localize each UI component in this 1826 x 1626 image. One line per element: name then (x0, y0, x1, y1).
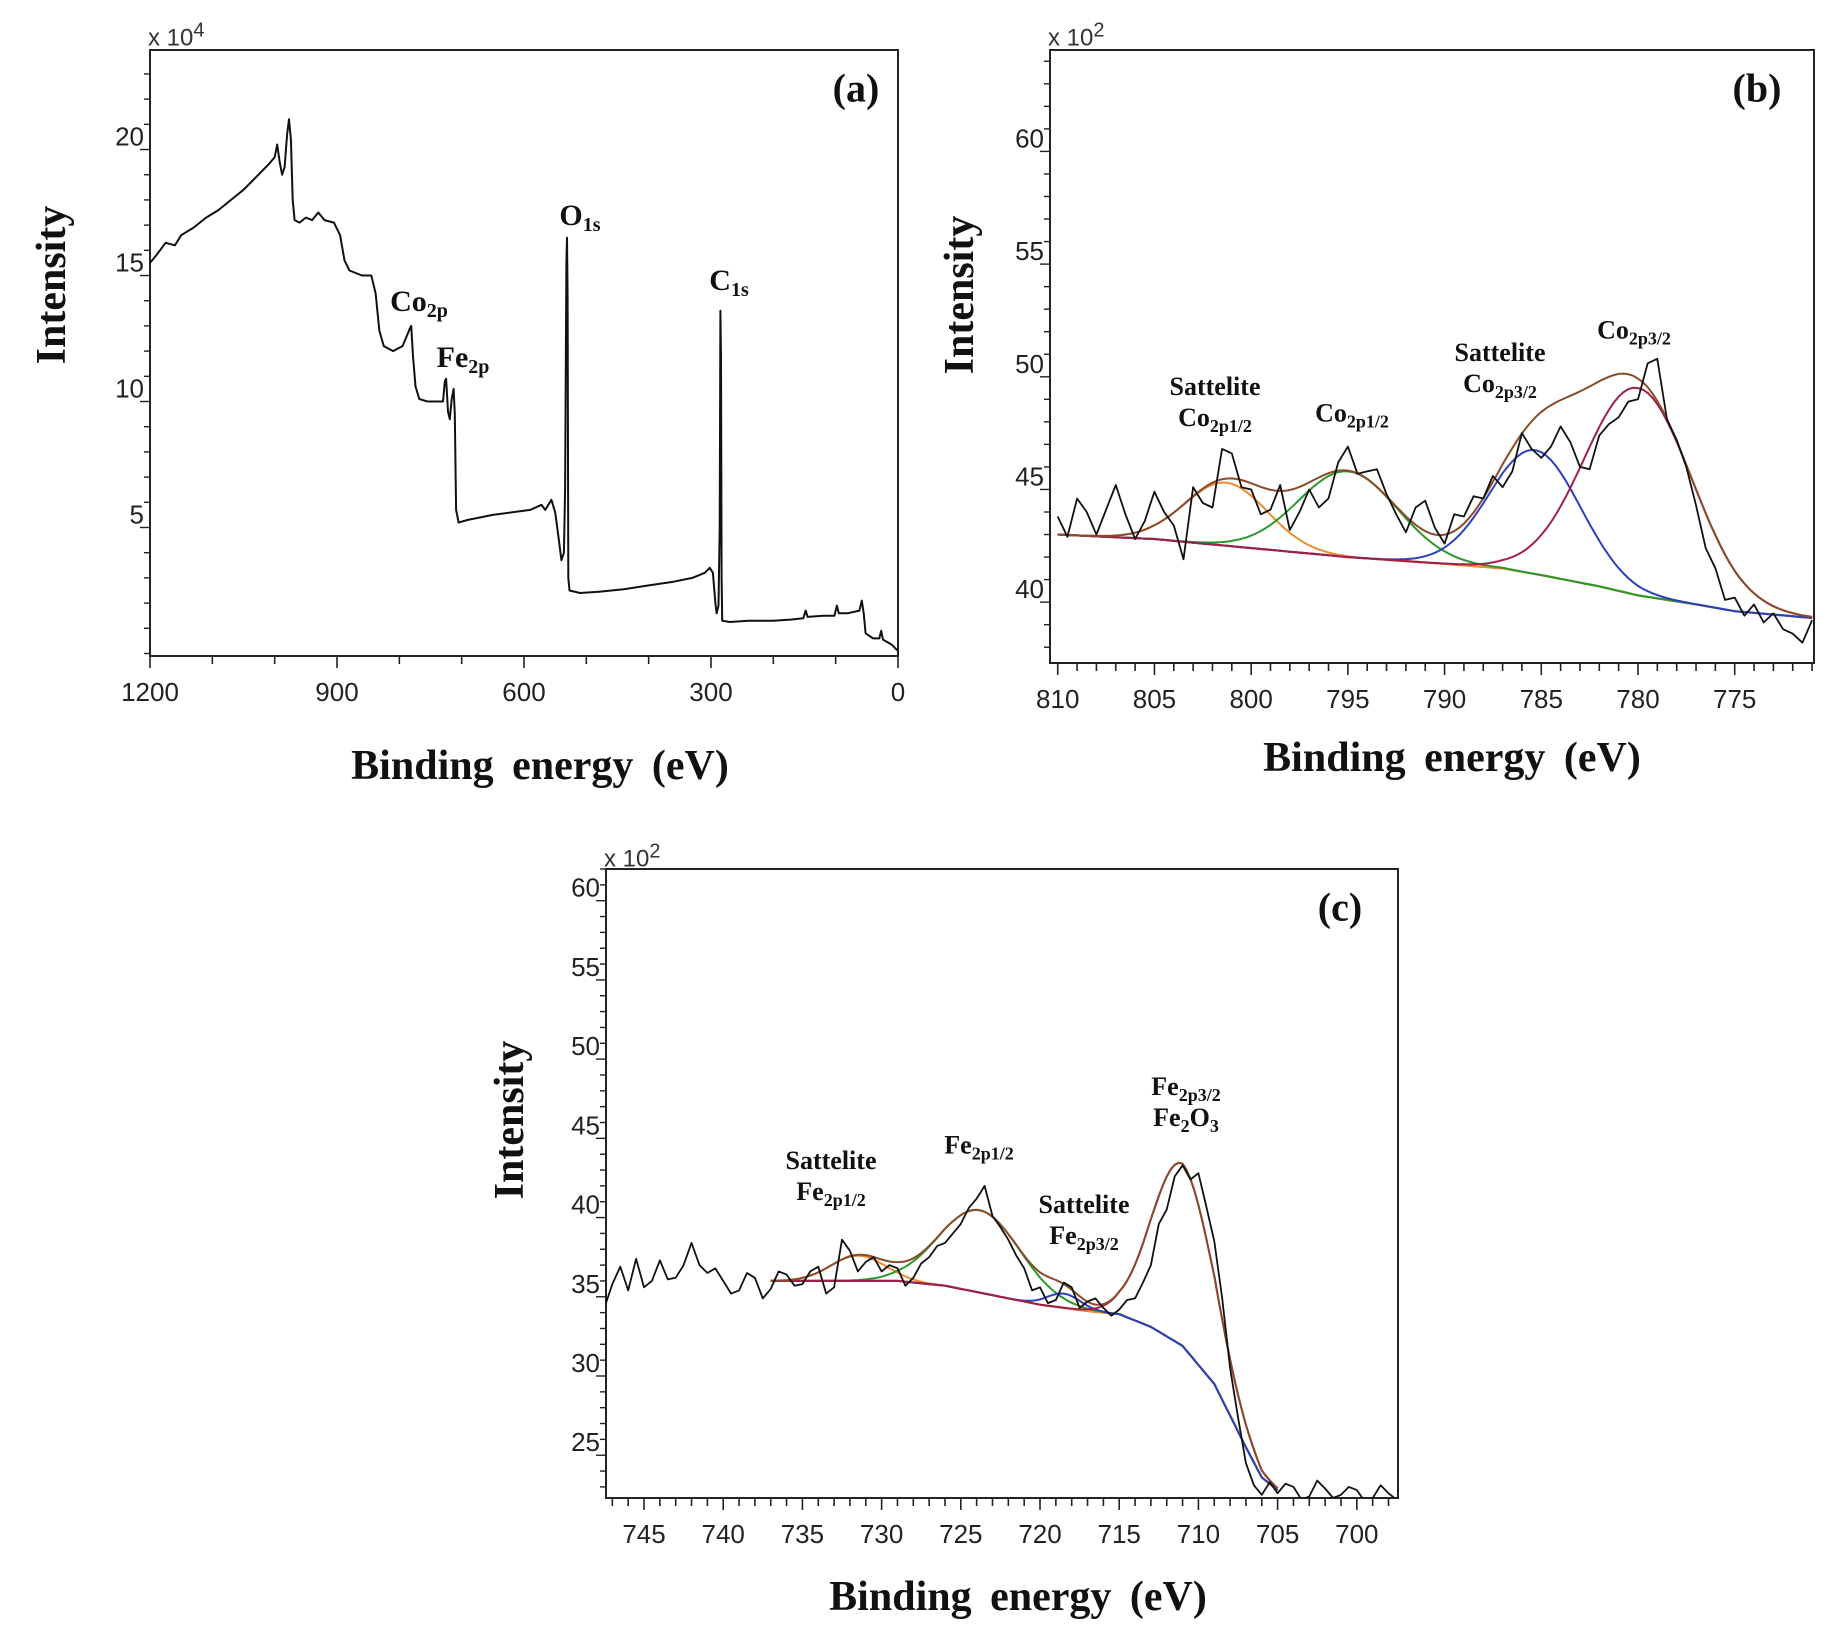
plot-area (1056, 357, 1813, 644)
panel-a-multiplier: x 104 (148, 20, 205, 53)
y-tick-label: 15 (115, 248, 144, 278)
x-tick-label: 730 (860, 1519, 903, 1549)
annotation-sat-co2p12: Sattelite Co2p1/2 (1169, 371, 1261, 436)
panel-a: 1200 900 600 300 0 5 10 15 20 (115, 49, 905, 707)
panel-c-letter: (c) (1317, 884, 1363, 930)
panel-c-ylabel: Intensity (487, 1040, 533, 1200)
y-tick-label: 50 (571, 1031, 600, 1061)
annotation-fe2p32-fe2o3: Fe2p3/2 Fe2O3 (1151, 1071, 1221, 1136)
x-tick-label: 780 (1616, 684, 1659, 714)
panel-a-letter: (a) (832, 65, 880, 111)
x-tick-label: 745 (622, 1519, 665, 1549)
annotation-o1s: O1s (559, 199, 601, 236)
multiplier-exp: 2 (1093, 19, 1105, 42)
panel-b-ylabel: Intensity (937, 215, 983, 375)
plot-frame (149, 49, 899, 657)
annotation-sat-fe2p32: Sattelite Fe2p3/2 (1038, 1189, 1130, 1254)
x-tick-label: 775 (1713, 684, 1756, 714)
fit-component-4 (770, 1161, 1279, 1490)
y-tick-label: 20 (115, 122, 144, 152)
annotation-c1s: C1s (709, 264, 749, 301)
x-tick-label: 790 (1423, 684, 1466, 714)
x-tick-label: 735 (781, 1519, 824, 1549)
annotation-sat-fe2p12: Sattelite Fe2p1/2 (785, 1145, 877, 1210)
plot-frame (1049, 49, 1815, 664)
x-tick-label: 740 (702, 1519, 745, 1549)
x-tick-label: 725 (939, 1519, 982, 1549)
multiplier-exp: 2 (649, 840, 661, 863)
fit-component-1 (770, 1254, 1279, 1491)
y-tick-label: 40 (1015, 574, 1044, 604)
multiplier-base: x 10 (604, 845, 650, 873)
x-tick-label: 795 (1326, 684, 1369, 714)
annotation-fe2p: Fe2p (436, 341, 490, 378)
x-tick-label: 0 (891, 677, 905, 707)
x-tick-label: 800 (1229, 684, 1272, 714)
panel-c: 745 740 735 730 725 720 715 710 705 700 25 30 35 40 45… (571, 868, 1399, 1549)
x-tick-label: 785 (1520, 684, 1563, 714)
y-tick-label: 50 (1015, 349, 1044, 379)
y-tick-label: 45 (571, 1110, 600, 1140)
fit-component-3 (770, 1279, 1279, 1491)
y-tick-label: 55 (571, 952, 600, 982)
annotation-co2p: Co2p (390, 285, 448, 322)
annotation-fe2p12: Fe2p1/2 (944, 1130, 1014, 1164)
experimental-spectrum (1056, 357, 1813, 644)
y-tick-label: 55 (1015, 236, 1044, 266)
y-tick-label: 60 (1015, 123, 1044, 153)
annotation-sat-co2p32: Sattelite Co2p3/2 (1454, 337, 1546, 402)
annotation-co2p12: Co2p1/2 (1315, 398, 1389, 432)
y-tick-label: 5 (130, 499, 144, 529)
y-tick-label: 30 (571, 1348, 600, 1378)
panel-b-multiplier: x 102 (1048, 20, 1105, 53)
panel-b-letter: (b) (1732, 65, 1782, 111)
annotation-co2p32: Co2p3/2 (1597, 315, 1671, 349)
fit-envelope (770, 1161, 1279, 1490)
fit-component-2 (770, 1208, 1279, 1491)
x-tick-label: 715 (1098, 1519, 1141, 1549)
x-tick-label: 705 (1256, 1519, 1299, 1549)
multiplier-base: x 10 (1048, 24, 1094, 52)
x-tick-label: 600 (502, 677, 545, 707)
x-tick-label: 300 (689, 677, 732, 707)
panel-c-multiplier: x 102 (604, 841, 661, 874)
y-tick-label: 10 (115, 374, 144, 404)
plot-frame (605, 868, 1399, 1499)
y-tick-label: 60 (571, 873, 600, 903)
x-tick-label: 1200 (121, 677, 179, 707)
x-tick-label: 720 (1018, 1519, 1061, 1549)
y-tick-label: 45 (1015, 461, 1044, 491)
y-tick-label: 35 (571, 1269, 600, 1299)
panel-a-ylabel: Intensity (29, 205, 75, 365)
y-tick-label: 40 (571, 1190, 600, 1220)
plot-area (606, 1161, 1396, 1498)
experimental-spectrum (606, 1164, 1396, 1498)
x-tick-label: 900 (315, 677, 358, 707)
fit-component-1 (1057, 481, 1813, 619)
x-tick-label: 805 (1133, 684, 1176, 714)
panel-c-xlabel: Binding energy (eV) (829, 1574, 1207, 1620)
x-tick-label: 810 (1036, 684, 1079, 714)
background-fit-line (770, 1279, 1279, 1491)
y-tick-label: 25 (571, 1427, 600, 1457)
plot-area (150, 118, 898, 652)
panel-a-xlabel: Binding energy (eV) (351, 743, 729, 789)
multiplier-exp: 4 (193, 19, 205, 42)
multiplier-base: x 10 (148, 24, 194, 52)
x-tick-label: 700 (1335, 1519, 1378, 1549)
panel-b-xlabel: Binding energy (eV) (1263, 735, 1641, 781)
panel-b: 810 805 800 795 790 785 780 775 40 45 50 55 60 (1015, 49, 1815, 714)
fit-component-2 (1057, 470, 1813, 619)
survey-spectrum (150, 118, 898, 652)
x-tick-label: 710 (1177, 1519, 1220, 1549)
